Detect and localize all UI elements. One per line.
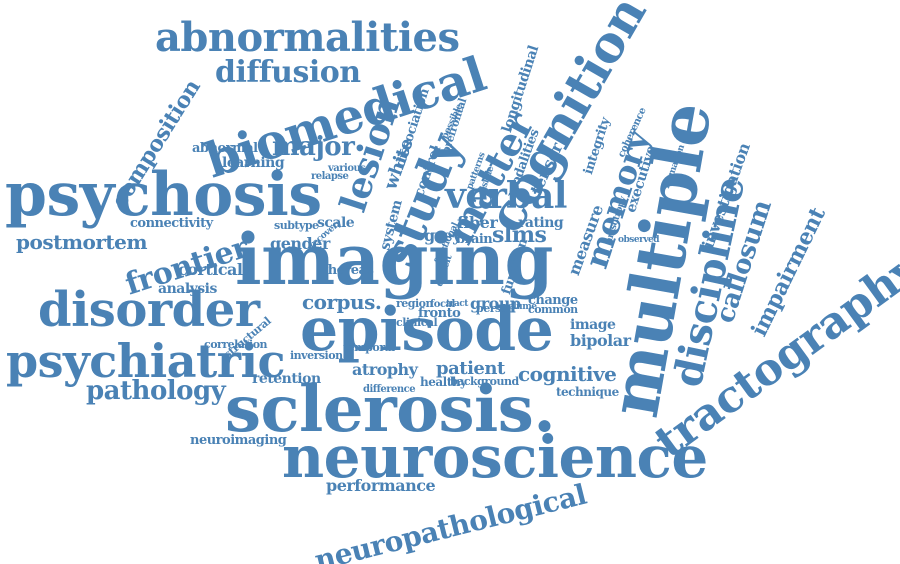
cloud-word: neuroimaging	[190, 433, 287, 448]
cloud-word: cortical	[178, 260, 243, 279]
cloud-word: learning	[222, 155, 285, 171]
cloud-word: slms	[492, 222, 547, 248]
cloud-word: performance	[326, 476, 436, 495]
cloud-word: abnormal	[192, 141, 258, 156]
cloud-word: bipolar	[570, 331, 631, 350]
cloud-word: gender	[270, 234, 330, 253]
cloud-word: disorder	[38, 282, 260, 338]
cloud-word: grey	[424, 226, 462, 245]
cloud-word: corpus.	[302, 290, 382, 314]
cloud-word: retention	[252, 371, 321, 387]
cloud-word: fiber	[457, 213, 498, 232]
cloud-word: fronto	[418, 306, 461, 321]
cloud-word: common	[528, 303, 578, 316]
cloud-word: episode	[300, 295, 554, 365]
cloud-word: sclerosis.	[225, 372, 556, 447]
cloud-word: relapse	[311, 171, 349, 182]
cloud-word: image	[570, 317, 616, 333]
cloud-word: person	[476, 302, 516, 315]
cloud-word: pathology	[86, 376, 226, 406]
cloud-word: region	[396, 297, 434, 310]
cloud-word: brain	[456, 232, 493, 247]
cloud-word: tract	[446, 299, 468, 309]
cloud-word: change	[528, 293, 578, 308]
cloud-word: imaging	[235, 218, 553, 301]
cloud-word: observed	[618, 235, 660, 245]
cloud-word: background	[450, 375, 519, 388]
cloud-word: healthy	[420, 375, 467, 389]
cloud-word: analysis	[158, 281, 217, 297]
cloud-word: clinical	[396, 316, 438, 329]
cloud-word: psychiatric	[6, 334, 286, 388]
cloud-word: abnormalities	[155, 14, 460, 61]
cloud-word: diffusion	[215, 55, 361, 90]
cloud-word: psychosis	[5, 160, 322, 230]
cloud-word: cognitive	[518, 362, 617, 386]
cloud-word: rating	[518, 215, 564, 231]
cloud-word: postmortem	[16, 230, 148, 254]
cloud-word: correlation	[204, 338, 268, 351]
cloud-word: various	[328, 163, 366, 174]
cloud-word: neuroscience	[282, 423, 708, 491]
cloud-word: atrophy	[352, 360, 418, 379]
cloud-word: focal	[430, 299, 455, 310]
cloud-word: scale	[317, 215, 355, 231]
cloud-word: temporal	[343, 341, 395, 354]
cloud-word: technique	[556, 385, 619, 399]
cloud-word: volume	[503, 302, 537, 312]
cloud-word: whereas	[317, 263, 374, 278]
cloud-word: subtype	[274, 219, 319, 232]
cloud-word: verbal	[445, 175, 567, 217]
cloud-word: inversion	[290, 349, 343, 362]
cloud-word: major	[272, 132, 355, 162]
cloud-word: difference	[363, 384, 416, 395]
cloud-word: patient	[436, 358, 505, 379]
cloud-word: group	[470, 294, 521, 313]
cloud-word: connectivity	[130, 216, 213, 231]
